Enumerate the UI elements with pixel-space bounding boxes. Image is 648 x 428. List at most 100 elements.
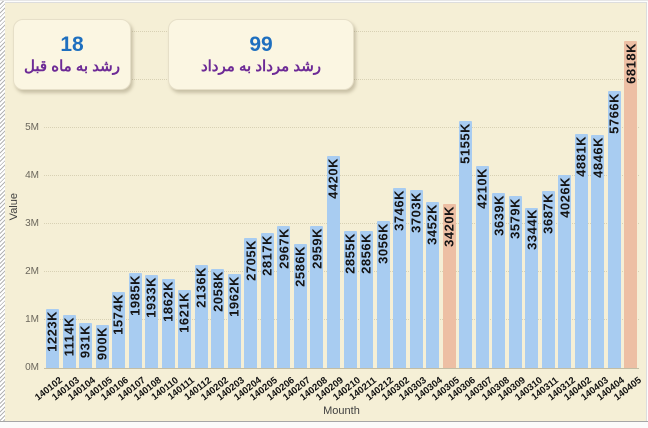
bar-group-140104: 931K bbox=[77, 32, 94, 368]
bar-140308[interactable] bbox=[492, 193, 506, 368]
bar-140306[interactable] bbox=[459, 120, 473, 368]
bar-value-label-140108: 1933K bbox=[143, 277, 159, 319]
y-tick-5M: 5M bbox=[25, 122, 39, 133]
bar-value-label-140208: 2959K bbox=[309, 227, 325, 269]
bottom-window-edge bbox=[0, 421, 648, 428]
bar-140207[interactable] bbox=[293, 243, 307, 368]
bar-140202[interactable] bbox=[211, 269, 225, 368]
bar-value-label-140112: 2136K bbox=[193, 267, 209, 309]
bar-140405[interactable] bbox=[624, 40, 638, 368]
bar-value-label-140207: 2586K bbox=[292, 245, 308, 287]
bar-value-label-140205: 2817K bbox=[259, 234, 275, 276]
bar-group-140403: 4846K bbox=[589, 32, 606, 368]
bar-140111[interactable] bbox=[178, 290, 192, 368]
bar-140311[interactable] bbox=[541, 191, 555, 368]
gridline-1M bbox=[44, 319, 639, 320]
bar-140104[interactable] bbox=[79, 323, 93, 368]
kpi-label: رشد مرداد به مرداد bbox=[200, 58, 322, 76]
bar-140208[interactable] bbox=[310, 225, 324, 368]
bar-group-140310: 3344K bbox=[523, 32, 540, 368]
bar-140307[interactable] bbox=[475, 165, 489, 368]
bar-group-140304: 3452K bbox=[424, 32, 441, 368]
y-tick-0M: 0M bbox=[25, 362, 39, 373]
bar-value-label-140306: 5155K bbox=[457, 122, 473, 164]
bar-140402[interactable] bbox=[574, 133, 588, 368]
bar-value-label-140103: 1114K bbox=[61, 316, 77, 356]
bar-value-label-140110: 1862K bbox=[160, 280, 176, 322]
bar-value-label-140402: 4881K bbox=[573, 135, 589, 177]
bar-group-140108: 1933K bbox=[143, 32, 160, 368]
bar-value-label-140303: 3703K bbox=[408, 192, 424, 234]
kpi-label: رشد به ماه قبل bbox=[24, 58, 120, 76]
bar-group-140112: 2136K bbox=[193, 32, 210, 368]
bar-140404[interactable] bbox=[607, 91, 621, 368]
bar-140403[interactable] bbox=[591, 135, 605, 368]
bar-value-label-140204: 2705K bbox=[243, 240, 259, 281]
bar-group-140404: 5766K bbox=[606, 32, 623, 368]
bar-140312[interactable] bbox=[558, 174, 572, 368]
plot-area: 1223K 140102 1114K 140103 931K 140104 900K 1401… bbox=[33, 31, 644, 403]
bar-140304[interactable] bbox=[426, 202, 440, 368]
bar-140303[interactable] bbox=[409, 190, 423, 368]
bar-140107[interactable] bbox=[128, 272, 142, 368]
bar-140205[interactable] bbox=[260, 232, 274, 368]
bar-value-label-140403: 4846K bbox=[590, 137, 606, 179]
bar-140206[interactable] bbox=[277, 225, 291, 368]
bar-140310[interactable] bbox=[525, 207, 539, 368]
bar-140211[interactable] bbox=[360, 230, 374, 368]
bar-group-140106: 1574K bbox=[110, 32, 127, 368]
bar-value-label-140107: 1985K bbox=[127, 274, 143, 316]
x-axis-title: Mounth bbox=[323, 405, 360, 417]
bar-value-label-140312: 4026K bbox=[557, 176, 573, 218]
bar-value-label-140105: 900K bbox=[94, 326, 110, 360]
bar-group-140405: 6818K bbox=[622, 32, 639, 368]
bar-group-140103: 1114K bbox=[61, 32, 78, 368]
bar-group-140208: 2959K bbox=[308, 32, 325, 368]
bar-group-140306: 5155K bbox=[457, 32, 474, 368]
bar-value-label-140106: 1574K bbox=[110, 294, 126, 336]
bar-group-140102: 1223K bbox=[44, 32, 61, 368]
bar-140309[interactable] bbox=[508, 196, 522, 368]
bar-group-140111: 1621K bbox=[176, 32, 193, 368]
bar-value-label-140305: 3420K bbox=[441, 205, 457, 247]
bar-140112[interactable] bbox=[194, 265, 208, 368]
bar-140105[interactable] bbox=[95, 324, 109, 368]
gridline-3M bbox=[44, 223, 639, 224]
bar-140103[interactable] bbox=[62, 314, 76, 368]
bar-140212[interactable] bbox=[376, 221, 390, 368]
bar-group-140302: 3746K bbox=[391, 32, 408, 368]
y-tick-3M: 3M bbox=[25, 218, 39, 229]
kpi-card-mordad-vs-mordad[interactable]: 99 رشد مرداد به مرداد bbox=[168, 19, 354, 90]
bar-140108[interactable] bbox=[145, 275, 159, 368]
bar-value-label-140308: 3639K bbox=[491, 195, 506, 237]
bar-group-140207: 2586K bbox=[292, 32, 309, 368]
bar-value-label-140206: 2967K bbox=[276, 227, 292, 269]
kpi-value: 99 bbox=[249, 33, 273, 57]
bar-value-label-140104: 931K bbox=[77, 325, 93, 359]
bar-140110[interactable] bbox=[161, 278, 175, 368]
bar-group-140308: 3639K bbox=[490, 32, 507, 368]
y-tick-2M: 2M bbox=[25, 266, 39, 277]
bar-group-140205: 2817K bbox=[259, 32, 276, 368]
bar-group-140309: 3579K bbox=[507, 32, 524, 368]
bar-140305[interactable] bbox=[442, 203, 456, 368]
bar-140302[interactable] bbox=[393, 188, 407, 368]
gridline-2M bbox=[44, 271, 639, 272]
bar-group-140312: 4026K bbox=[556, 32, 573, 368]
bar-value-label-140309: 3579K bbox=[507, 198, 523, 240]
left-resize-gutter[interactable] bbox=[0, 1, 5, 421]
bar-140203[interactable] bbox=[227, 273, 241, 368]
kpi-card-growth-vs-prev-month[interactable]: 18 رشد به ماه قبل bbox=[13, 19, 131, 90]
bar-group-140107: 1985K bbox=[127, 32, 144, 368]
bar-140102[interactable] bbox=[46, 309, 59, 368]
bar-value-label-140212: 3056K bbox=[375, 223, 391, 265]
bar-value-label-140311: 3687K bbox=[540, 193, 556, 234]
bar-140106[interactable] bbox=[112, 292, 126, 368]
bar-group-140206: 2967K bbox=[275, 32, 292, 368]
y-tick-4M: 4M bbox=[25, 170, 39, 181]
bar-140204[interactable] bbox=[244, 238, 258, 368]
bar-group-140211: 2856K bbox=[358, 32, 375, 368]
bar-140209[interactable] bbox=[326, 155, 340, 368]
bar-140210[interactable] bbox=[343, 230, 357, 368]
